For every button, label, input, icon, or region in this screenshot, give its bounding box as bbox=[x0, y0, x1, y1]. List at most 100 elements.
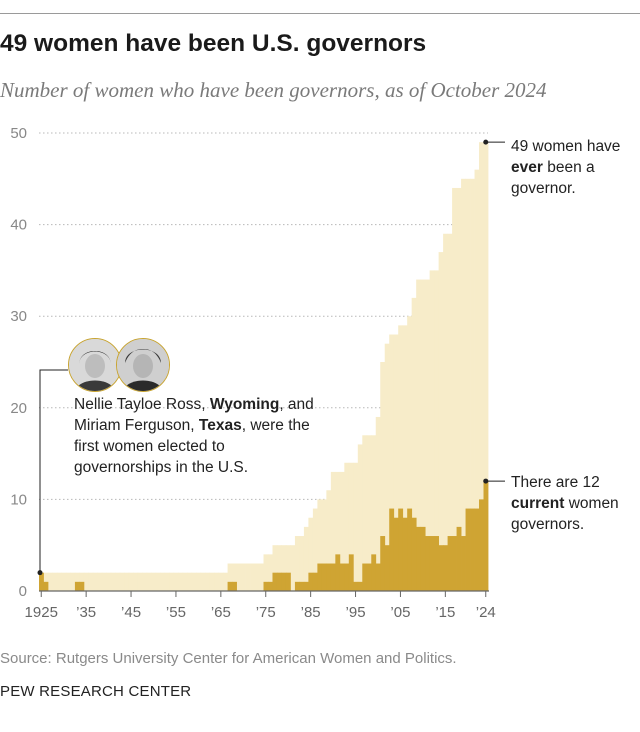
gridlines bbox=[39, 132, 488, 500]
x-tick-label: ’65 bbox=[211, 604, 231, 621]
ever-bar bbox=[474, 169, 480, 591]
ever-bar bbox=[124, 572, 130, 591]
current-bar bbox=[353, 581, 359, 591]
ever-bar bbox=[119, 572, 125, 591]
ever-bar bbox=[209, 572, 215, 591]
current-bar bbox=[416, 526, 422, 591]
current-bar bbox=[267, 581, 273, 591]
source-note: Source: Rutgers University Center for Am… bbox=[0, 650, 457, 667]
current-bar bbox=[263, 581, 269, 591]
ever-bar bbox=[353, 462, 359, 591]
leader-first bbox=[39, 369, 68, 573]
current-bar bbox=[74, 581, 80, 591]
current-bar bbox=[398, 508, 404, 591]
ever-bar bbox=[227, 563, 233, 591]
ever-bar bbox=[317, 499, 323, 591]
chart-area: 0 10 20 30 40 50 1925 ’35 ’45 ’55 ’65 ’75 ’85 ’95 ’05 ’… bbox=[10, 125, 505, 621]
current-bar bbox=[317, 563, 323, 591]
ever-bar bbox=[236, 563, 242, 591]
annotation-text-part: Nellie Tayloe Ross, bbox=[74, 396, 210, 413]
ever-bar bbox=[344, 462, 350, 591]
ever-bar bbox=[142, 572, 148, 591]
ever-bar bbox=[128, 572, 134, 591]
ever-bar bbox=[191, 572, 197, 591]
current-bar bbox=[474, 508, 480, 591]
current-bar bbox=[362, 563, 368, 591]
ever-bar bbox=[232, 563, 237, 591]
ever-bar bbox=[326, 490, 332, 591]
ever-bar bbox=[110, 572, 116, 591]
ever-bar bbox=[267, 554, 273, 591]
chart-subtitle: Number of women who have been governors,… bbox=[0, 78, 547, 102]
current-bar bbox=[375, 563, 381, 591]
y-tick-label: 10 bbox=[10, 491, 27, 508]
ever-bar bbox=[389, 334, 395, 591]
portrait-ross bbox=[68, 338, 122, 392]
ever-bar bbox=[214, 572, 219, 591]
current-bar bbox=[39, 572, 44, 591]
ever-bar bbox=[205, 572, 211, 591]
current-bar bbox=[470, 508, 475, 591]
y-tick-label: 50 bbox=[10, 125, 27, 142]
current-bar bbox=[461, 536, 466, 591]
ever-bar bbox=[375, 416, 381, 591]
annotation-ever-governors: 49 women have ever been a governor. bbox=[511, 136, 636, 199]
current-bar bbox=[438, 545, 444, 591]
y-tick-label: 0 bbox=[19, 583, 27, 600]
ever-bar bbox=[61, 572, 67, 591]
ever-bar bbox=[456, 187, 462, 591]
ever-bar bbox=[65, 572, 71, 591]
ever-bar bbox=[299, 536, 305, 591]
ever-bar bbox=[447, 233, 453, 591]
portrait-ferguson bbox=[116, 338, 170, 392]
current-bar bbox=[227, 581, 233, 591]
x-tick-label: ’85 bbox=[301, 604, 321, 621]
current-bar bbox=[344, 563, 350, 591]
x-tick-label: ’75 bbox=[256, 604, 276, 621]
ever-bar bbox=[88, 572, 94, 591]
current-bar bbox=[303, 581, 309, 591]
ever-bar bbox=[250, 563, 255, 591]
ever-bar bbox=[335, 471, 341, 591]
ever-bar bbox=[245, 563, 251, 591]
annotation-first-women: Nellie Tayloe Ross, Wyoming, and Miriam … bbox=[74, 394, 314, 478]
ever-bar bbox=[402, 325, 408, 591]
ever-bar bbox=[155, 572, 161, 591]
current-bar bbox=[465, 508, 471, 591]
ever-bar bbox=[294, 536, 300, 591]
ever-bar bbox=[106, 572, 112, 591]
ever-bar bbox=[173, 572, 179, 591]
ever-bar bbox=[312, 508, 318, 591]
ever-bar bbox=[254, 563, 260, 591]
ever-bar bbox=[263, 554, 269, 591]
annotation-text-part: ever bbox=[511, 159, 543, 176]
current-bar bbox=[407, 508, 413, 591]
annotation-text-part: current bbox=[511, 495, 565, 512]
ever-bar bbox=[164, 572, 170, 591]
x-tick-label: ’05 bbox=[390, 604, 410, 621]
ever-bar bbox=[420, 279, 426, 591]
x-tick-label: ’24 bbox=[476, 604, 496, 621]
top-rule bbox=[0, 13, 640, 14]
current-bar bbox=[43, 581, 49, 591]
annotation-text-part: , and Miriam Ferguson, bbox=[74, 396, 314, 434]
ever-bar bbox=[285, 545, 291, 591]
x-tick-label: ’35 bbox=[76, 604, 96, 621]
ever-bar bbox=[357, 444, 363, 591]
ever-bar bbox=[461, 178, 466, 592]
y-tick-label: 30 bbox=[10, 308, 27, 325]
current-bar bbox=[348, 554, 354, 591]
ever-bar bbox=[411, 297, 417, 591]
ever-bar bbox=[79, 572, 85, 591]
ever-bar bbox=[366, 435, 372, 591]
annotation-text-part: Wyoming bbox=[209, 396, 280, 413]
ever-bar bbox=[70, 572, 76, 591]
axes: 0 10 20 30 40 50 1925 ’35 ’45 ’55 ’65 ’75 ’85 ’95 ’05 ’… bbox=[10, 125, 495, 621]
annotation-current-governors: There are 12 current women governors. bbox=[511, 472, 636, 535]
current-series bbox=[39, 481, 489, 591]
current-bar bbox=[389, 508, 395, 591]
ever-bar bbox=[83, 572, 89, 591]
current-bar bbox=[308, 572, 314, 591]
ever-bar bbox=[182, 572, 188, 591]
current-bar bbox=[232, 581, 237, 591]
